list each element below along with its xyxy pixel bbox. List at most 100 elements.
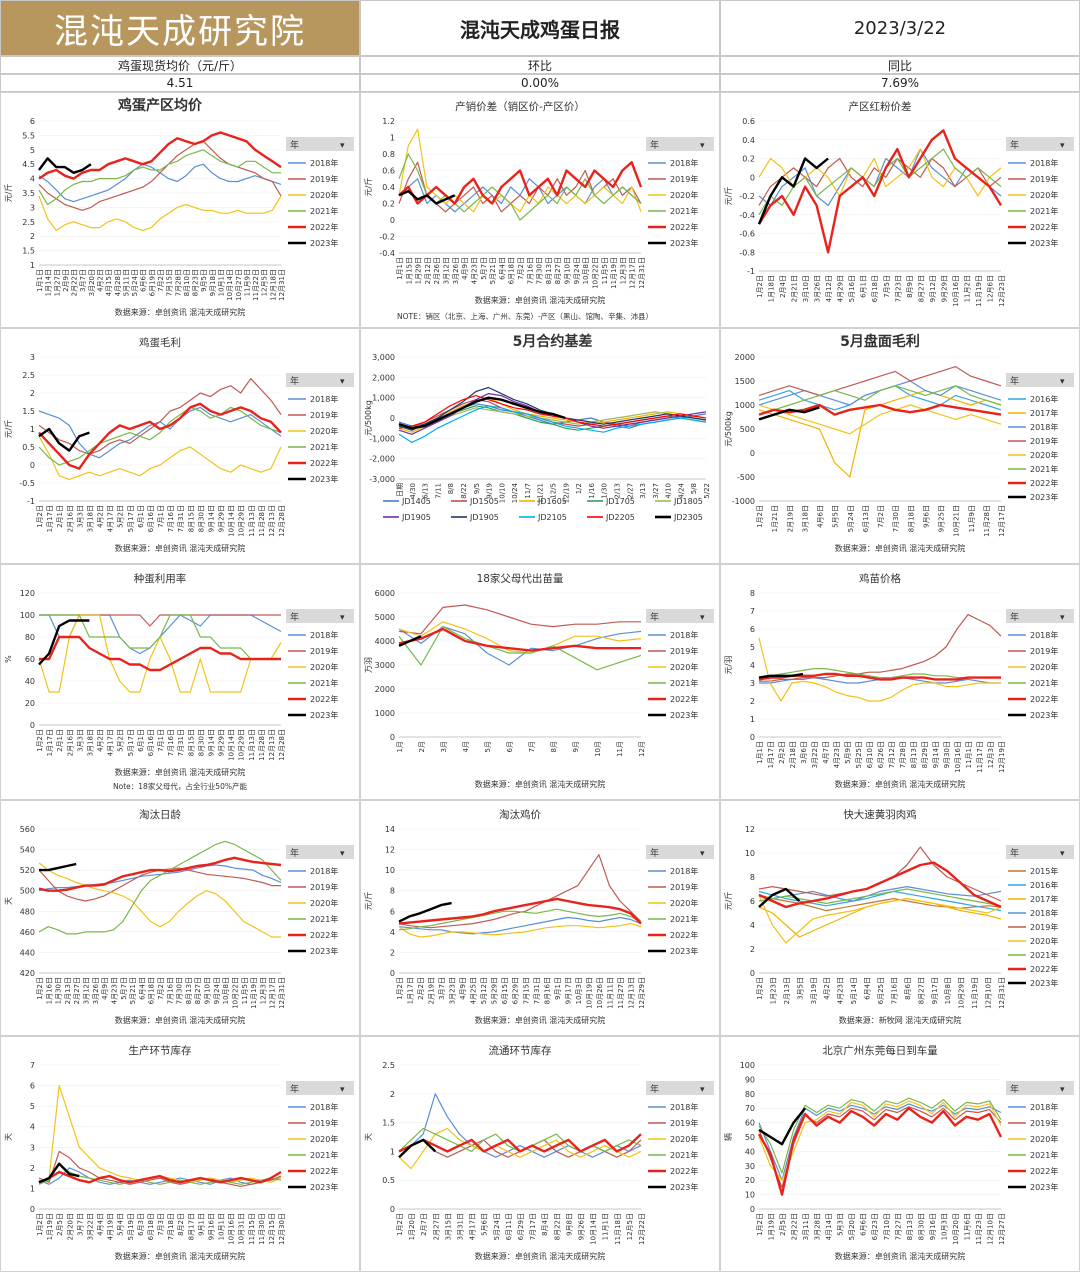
series-line bbox=[398, 161, 643, 205]
y-tick-label: 5 bbox=[30, 1102, 35, 1111]
x-tick-label: 10月26日 bbox=[596, 977, 604, 1009]
y-tick-label: 540 bbox=[20, 846, 35, 855]
x-tick-label: 5月11日 bbox=[122, 269, 130, 296]
x-tick-label: 12月13日 bbox=[627, 977, 635, 1009]
x-tick-label: 6月29日 bbox=[517, 1213, 525, 1240]
chart-title: 5月盘面毛利 bbox=[840, 333, 920, 350]
x-tick-label: 4月4日 bbox=[97, 1213, 105, 1236]
x-tick-label: 6月4日 bbox=[498, 257, 506, 280]
y-tick-label: 12 bbox=[745, 825, 755, 834]
x-tick-label: 5月29日 bbox=[491, 977, 499, 1004]
x-tick-label: 1月21日 bbox=[771, 505, 779, 532]
metric-value-text: 7.69% bbox=[880, 76, 920, 90]
legend-label: 2019年 bbox=[1030, 174, 1058, 184]
x-tick-label: 11月15日 bbox=[248, 1213, 256, 1245]
x-tick-label: 6月13日 bbox=[862, 505, 870, 532]
x-tick-label: 11月30日 bbox=[258, 1213, 266, 1245]
x-tick-label: 5月24日 bbox=[131, 269, 139, 296]
source-note: 数据来源：卓创资讯 混沌天成研究院 bbox=[115, 1015, 246, 1025]
y-tick-label: 4 bbox=[390, 928, 395, 937]
x-tick-label: 10月22日 bbox=[591, 257, 599, 289]
x-tick-label: 7月31日 bbox=[177, 505, 185, 532]
series-line bbox=[39, 614, 281, 660]
x-tick-label: 7月16日 bbox=[167, 729, 175, 756]
x-tick-label: 7月31日 bbox=[533, 977, 541, 1004]
y-tick-label: 0 bbox=[390, 733, 395, 742]
source-note: 数据来源：卓创资讯 混沌天成研究院 bbox=[475, 779, 606, 789]
x-tick-label: 2月 bbox=[418, 741, 426, 752]
x-tick-label: 7月12日 bbox=[888, 741, 896, 768]
series-line bbox=[398, 1138, 437, 1159]
legend: JD1405 JD1505 JD1605 JD1705 JD1805 JD1905 JD19… bbox=[383, 497, 703, 522]
x-tick-label: 8月13日 bbox=[910, 741, 918, 768]
legend: 年 ▾2018年 2019年 2020年 2021年 2022年 2023年 bbox=[646, 137, 714, 248]
x-tick-label: 11月19日 bbox=[610, 257, 618, 289]
x-tick-label: 5月3日 bbox=[837, 1213, 845, 1236]
x-tick-label: 10月14日 bbox=[590, 1213, 598, 1245]
x-tick-label: 12月6日 bbox=[986, 275, 994, 302]
x-tick-label: 4月2日 bbox=[823, 977, 831, 1000]
x-tick-label: 9月5日 bbox=[200, 269, 208, 292]
x-tick-label: 7月30日 bbox=[536, 257, 544, 284]
series-line bbox=[758, 1100, 1002, 1181]
source-note: 数据来源：卓创资讯 混沌天成研究院 bbox=[475, 1015, 606, 1025]
chart-panel-c15: 北京广州东莞每日到车量 0 10 20 30 40 50 60 70 80 90 100 辆 1月2日 1月… bbox=[720, 1036, 1080, 1272]
x-tick-label: 3月6日 bbox=[800, 741, 808, 764]
x-tick-label: 7月17日 bbox=[529, 1213, 537, 1240]
x-tick-label: 10月16日 bbox=[228, 1213, 236, 1245]
y-axis-label: 天 bbox=[4, 1133, 13, 1141]
x-tick-label: 6月26日 bbox=[877, 741, 885, 768]
x-tick-label: 3月23日 bbox=[449, 977, 457, 1004]
x-tick-label: 9月14日 bbox=[207, 505, 215, 532]
x-tick-label: 2月22日 bbox=[791, 1213, 799, 1240]
x-tick-label: 2月1日 bbox=[56, 729, 64, 752]
x-tick-label: 8月27日 bbox=[554, 257, 562, 284]
chart-title: 鸡蛋产区均价 bbox=[117, 97, 203, 114]
y-tick-label: 20 bbox=[25, 699, 35, 708]
x-tick-label: 12月30日 bbox=[278, 1213, 286, 1245]
y-tick-label: 0.2 bbox=[742, 155, 755, 164]
legend-label: 2017年 bbox=[1030, 408, 1058, 418]
x-tick-label: 4/10 bbox=[665, 483, 673, 499]
x-tick-label: 9月10日 bbox=[204, 977, 212, 1004]
legend: 年 ▾2015年 2016年 2017年 2018年 2019年 2020年 2021年 202… bbox=[1006, 845, 1074, 988]
legend-label: 2021年 bbox=[310, 914, 338, 924]
series-line bbox=[758, 404, 1002, 435]
chart-svg-c9: 鸡苗价格 0 1 2 3 4 5 6 7 8 元/羽 1月1日 1月17日 2月2日 2月18日 3月6日 3月… bbox=[724, 572, 1074, 789]
series-line bbox=[758, 637, 1001, 702]
series-line bbox=[758, 894, 1002, 944]
x-tick-label: 5月5日 bbox=[832, 505, 840, 528]
x-tick-label: 10月8日 bbox=[222, 977, 230, 1004]
y-tick-label: 0 bbox=[30, 461, 35, 470]
legend-label: 2022年 bbox=[670, 930, 698, 940]
chart-panel-c11: 淘汰鸡价 0 2 4 6 8 10 12 14 元/斤 1月2日 1月17日 2月2日 2月19日 3月7日… bbox=[360, 800, 720, 1036]
x-tick-label: 9月24日 bbox=[573, 257, 581, 284]
y-tick-label: 3 bbox=[30, 353, 35, 362]
legend-label: 2023年 bbox=[1030, 1182, 1058, 1192]
x-tick-label: 2月2日 bbox=[778, 741, 786, 764]
x-tick-label: 2/13 bbox=[613, 483, 621, 499]
x-tick-label: 12/5 bbox=[550, 483, 558, 499]
legend-label: 2021年 bbox=[670, 1150, 698, 1160]
x-tick-label: 1月17日 bbox=[46, 505, 54, 532]
y-tick-label: 0 bbox=[750, 173, 755, 182]
y-tick-label: -1000 bbox=[732, 497, 755, 506]
chart-svg-c10: 淘汰日龄 420 440 460 480 500 520 540 560 天 1月2日 1月16日 1月… bbox=[4, 808, 354, 1025]
x-tick-label: 2/27 bbox=[626, 483, 634, 499]
x-tick-label: 7月16日 bbox=[526, 257, 534, 284]
x-tick-label: 8月15日 bbox=[187, 729, 195, 756]
legend-label: 2022年 bbox=[310, 694, 338, 704]
y-tick-label: 60 bbox=[25, 655, 35, 664]
x-tick-label: 8月10日 bbox=[183, 269, 191, 296]
legend-label: 2018年 bbox=[310, 158, 338, 168]
legend-header-bg bbox=[286, 373, 354, 387]
x-tick-label: 5月7日 bbox=[480, 257, 488, 280]
dropdown-icon: ▾ bbox=[1060, 1085, 1065, 1095]
y-tick-label: 0 bbox=[390, 216, 395, 225]
x-tick-label: 5月7日 bbox=[120, 977, 128, 1000]
series-line bbox=[38, 862, 281, 938]
series-line bbox=[398, 916, 642, 935]
legend-label: 2018年 bbox=[310, 1102, 338, 1112]
x-tick-label: 5月25日 bbox=[855, 741, 863, 768]
y-axis-label: 元/斤 bbox=[3, 184, 13, 203]
